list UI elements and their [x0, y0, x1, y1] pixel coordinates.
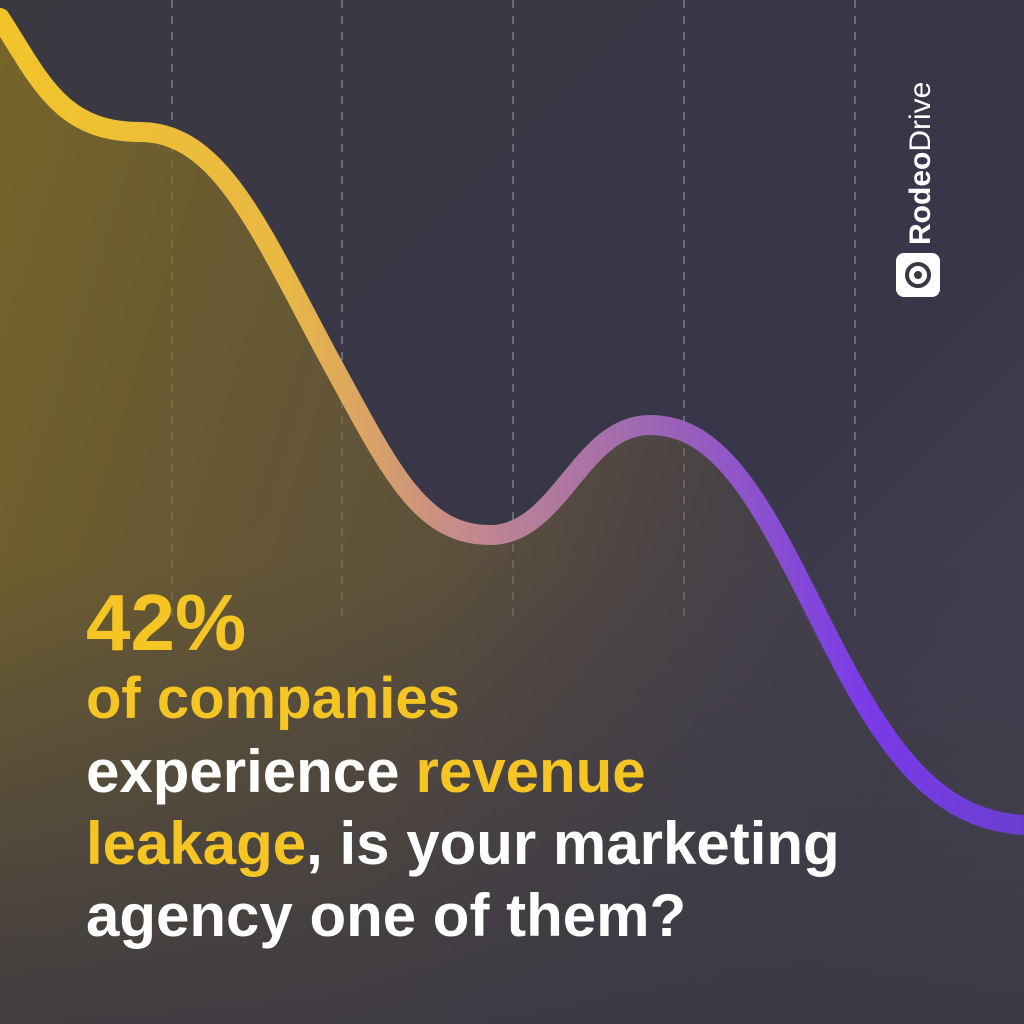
headline-line: experience revenue [86, 738, 646, 805]
headline-text: experience [86, 738, 400, 805]
headline-line: leakage, is your marketing [86, 810, 840, 877]
brand-bold: Rodeo [904, 152, 937, 245]
brand-name: RodeoDrive [904, 82, 937, 245]
headline-line: of companies [86, 666, 460, 731]
decline-curve [0, 8, 1024, 835]
brand-icon-ring [905, 262, 931, 288]
brand-icon-dot [914, 271, 922, 279]
headline-highlight: revenue [416, 738, 646, 805]
brand: RodeoDrive [896, 82, 940, 297]
headline-highlight: leakage [86, 810, 306, 877]
brand-light: Drive [904, 82, 937, 152]
headline-line: agency one of them? [86, 882, 686, 949]
headline: 42% of companies experience revenue leaka… [86, 578, 840, 949]
headline-text: , is your marketing [306, 810, 840, 877]
stat: 42% [86, 578, 246, 667]
